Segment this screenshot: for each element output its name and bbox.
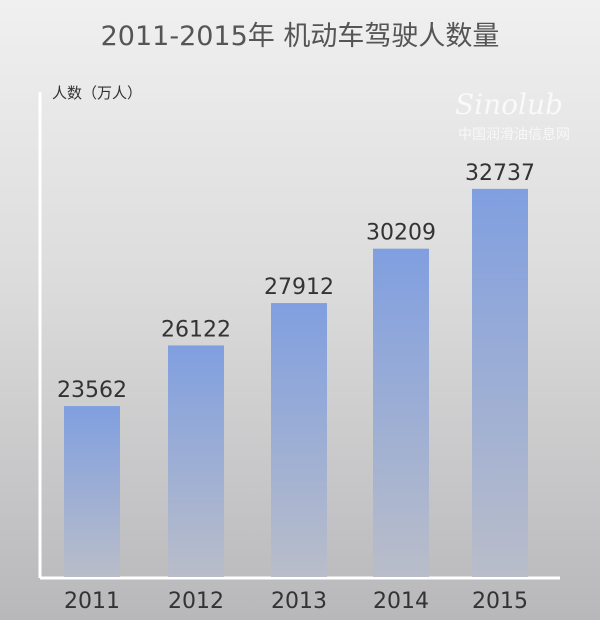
bar-2012	[168, 345, 224, 577]
bar-2013	[271, 303, 327, 577]
x-tick-label: 2015	[472, 589, 528, 614]
data-label: 23562	[57, 378, 127, 403]
watermark-text: 中国润滑油信息网	[458, 127, 570, 143]
x-tick-label: 2013	[271, 589, 327, 614]
bar-2015	[472, 188, 528, 578]
data-label: 26122	[161, 317, 231, 342]
chart-title: 2011-2015年 机动车驾驶人数量	[100, 21, 500, 52]
x-tick-label: 2012	[168, 589, 224, 614]
x-tick-label: 2011	[64, 589, 120, 614]
data-label: 27912	[264, 275, 334, 300]
watermark-logo: Sinolub	[455, 88, 563, 121]
x-tick-label: 2014	[373, 589, 429, 614]
bar-2011	[64, 406, 120, 577]
data-label: 32737	[465, 161, 535, 186]
bar-2014	[373, 248, 429, 578]
data-label: 30209	[366, 221, 436, 246]
y-axis-label: 人数（万人）	[52, 84, 142, 102]
